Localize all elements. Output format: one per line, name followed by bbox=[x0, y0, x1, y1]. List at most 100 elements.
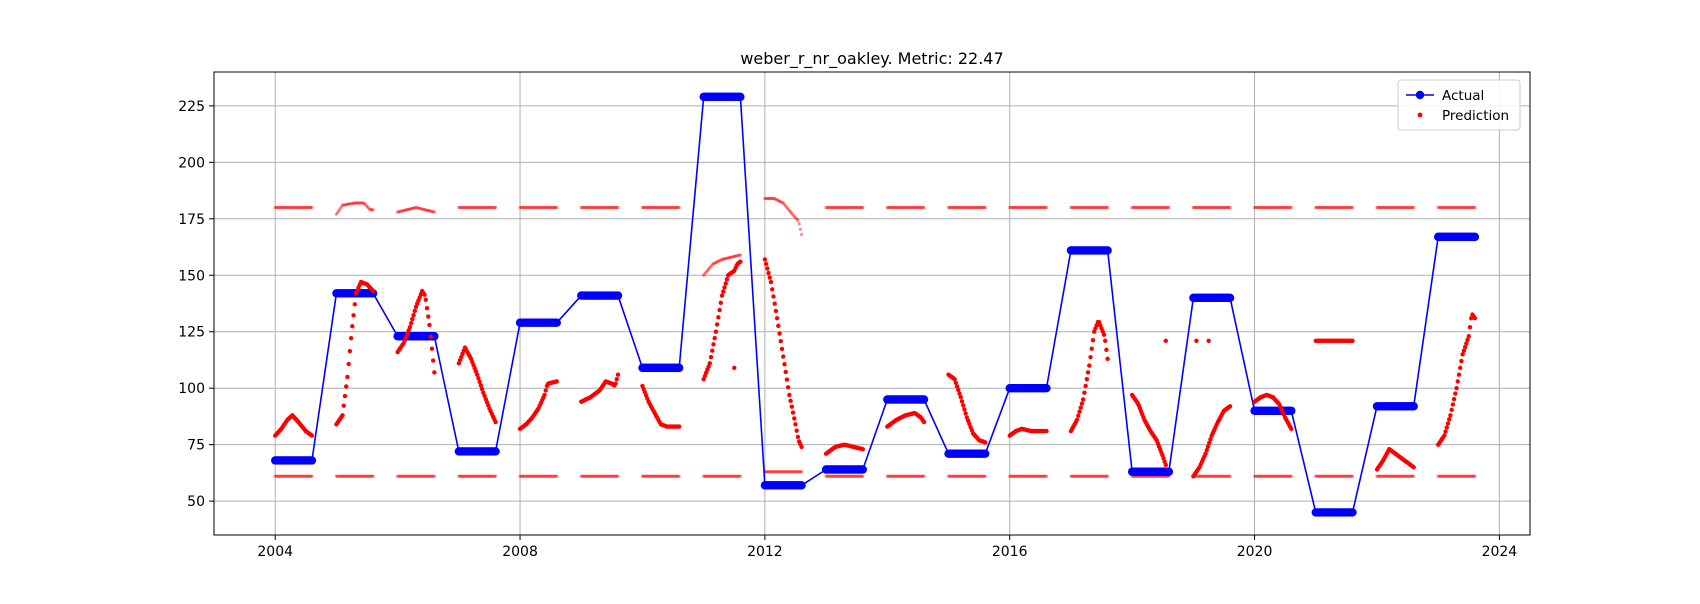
band-upper-point bbox=[1011, 205, 1015, 210]
band-lower-point bbox=[1278, 474, 1282, 478]
band-upper-point bbox=[1036, 205, 1040, 210]
band-upper-point bbox=[1393, 205, 1397, 210]
band-upper-point bbox=[1392, 205, 1396, 210]
prediction-point bbox=[962, 407, 967, 412]
band-upper-point bbox=[1009, 205, 1013, 210]
band-upper-point bbox=[418, 206, 422, 211]
band-upper-point bbox=[1468, 205, 1472, 210]
band-lower-point bbox=[1101, 474, 1105, 478]
band-upper-point bbox=[405, 208, 410, 212]
prediction-point bbox=[1161, 456, 1166, 461]
band-upper-point bbox=[888, 205, 892, 210]
band-upper-point bbox=[348, 202, 352, 206]
band-upper-point bbox=[1456, 205, 1460, 210]
band-upper-point bbox=[670, 205, 674, 210]
band-upper-point bbox=[343, 203, 347, 207]
band-lower-point bbox=[834, 474, 838, 478]
band-upper-point bbox=[1144, 205, 1148, 210]
band-lower-point bbox=[1025, 474, 1029, 478]
prediction-point bbox=[763, 261, 769, 267]
band-upper-point bbox=[1273, 205, 1277, 210]
band-lower-point bbox=[651, 474, 656, 478]
band-lower-point bbox=[828, 474, 832, 478]
band-upper-point bbox=[729, 255, 733, 259]
band-upper-point bbox=[946, 205, 951, 210]
band-lower-point bbox=[589, 474, 593, 478]
band-lower-point bbox=[1457, 474, 1461, 478]
x-tick-label: 2020 bbox=[1237, 544, 1273, 560]
band-upper-point bbox=[1201, 205, 1205, 210]
band-upper-point bbox=[1137, 205, 1142, 210]
band-lower-point bbox=[1465, 474, 1470, 478]
band-upper-point bbox=[957, 205, 962, 210]
band-upper-point bbox=[737, 253, 741, 257]
band-lower-point bbox=[841, 474, 845, 478]
band-upper-point bbox=[280, 205, 285, 210]
band-lower-point bbox=[282, 474, 286, 478]
band-upper-point bbox=[1333, 205, 1337, 210]
band-lower-point bbox=[885, 474, 889, 478]
band-lower-point bbox=[981, 474, 985, 478]
band-lower-point bbox=[476, 474, 481, 478]
band-upper-point bbox=[347, 202, 351, 206]
band-lower-point bbox=[1322, 474, 1326, 478]
band-upper-point bbox=[653, 205, 657, 210]
band-upper-point bbox=[915, 205, 919, 210]
prediction-point bbox=[1465, 337, 1470, 343]
band-upper-point bbox=[1404, 205, 1408, 210]
band-upper-point bbox=[349, 202, 353, 206]
band-lower-point bbox=[1386, 474, 1390, 478]
band-upper-point bbox=[664, 205, 668, 210]
band-lower-point bbox=[598, 474, 602, 478]
band-upper-point bbox=[710, 263, 714, 267]
band-lower-point bbox=[1385, 474, 1389, 478]
band-upper-point bbox=[1375, 205, 1379, 210]
band-lower-point bbox=[596, 474, 600, 478]
band-lower-point bbox=[1376, 474, 1380, 478]
band-lower-point bbox=[473, 474, 477, 478]
prediction-point bbox=[712, 335, 717, 341]
band-lower-point bbox=[465, 474, 470, 478]
band-upper-point bbox=[1085, 205, 1089, 210]
band-lower-point bbox=[580, 474, 585, 478]
band-upper-point bbox=[792, 214, 796, 218]
band-upper-point bbox=[1223, 205, 1227, 210]
band-lower-point bbox=[364, 474, 368, 478]
band-upper-point bbox=[779, 200, 783, 204]
band-lower-point bbox=[490, 474, 494, 478]
band-lower-point bbox=[725, 474, 729, 478]
band-lower-point bbox=[475, 474, 479, 478]
band-lower-point bbox=[1412, 474, 1416, 478]
band-upper-point bbox=[1288, 205, 1292, 210]
band-upper-point bbox=[590, 205, 594, 210]
band-lower-point bbox=[900, 474, 904, 478]
band-lower-point bbox=[587, 474, 591, 478]
band-upper-point bbox=[970, 205, 974, 210]
band-lower-point bbox=[1458, 474, 1462, 478]
band-lower-point bbox=[730, 474, 734, 478]
band-lower-point bbox=[1075, 474, 1079, 478]
band-upper-point bbox=[859, 205, 864, 210]
band-upper-point bbox=[427, 209, 432, 213]
band-lower-point bbox=[489, 474, 493, 478]
prediction-series-layer bbox=[273, 257, 1478, 479]
prediction-point bbox=[956, 387, 961, 393]
band-lower-point bbox=[1320, 474, 1324, 478]
prediction-point bbox=[957, 391, 962, 396]
band-upper-point bbox=[334, 212, 339, 216]
band-upper-point bbox=[1453, 205, 1457, 210]
prediction-point bbox=[345, 374, 350, 380]
band-upper-point bbox=[429, 209, 433, 213]
band-upper-point bbox=[921, 205, 925, 210]
band-upper-point bbox=[602, 205, 607, 210]
band-upper-point bbox=[651, 205, 656, 210]
band-lower-point bbox=[773, 470, 777, 474]
band-lower-point bbox=[1339, 474, 1344, 478]
band-lower-point bbox=[737, 474, 741, 478]
band-lower-point bbox=[890, 474, 894, 478]
y-tick-label: 125 bbox=[178, 325, 205, 341]
band-lower-point bbox=[1077, 474, 1082, 478]
prediction-point bbox=[1090, 338, 1096, 343]
band-lower-point bbox=[1200, 474, 1204, 478]
